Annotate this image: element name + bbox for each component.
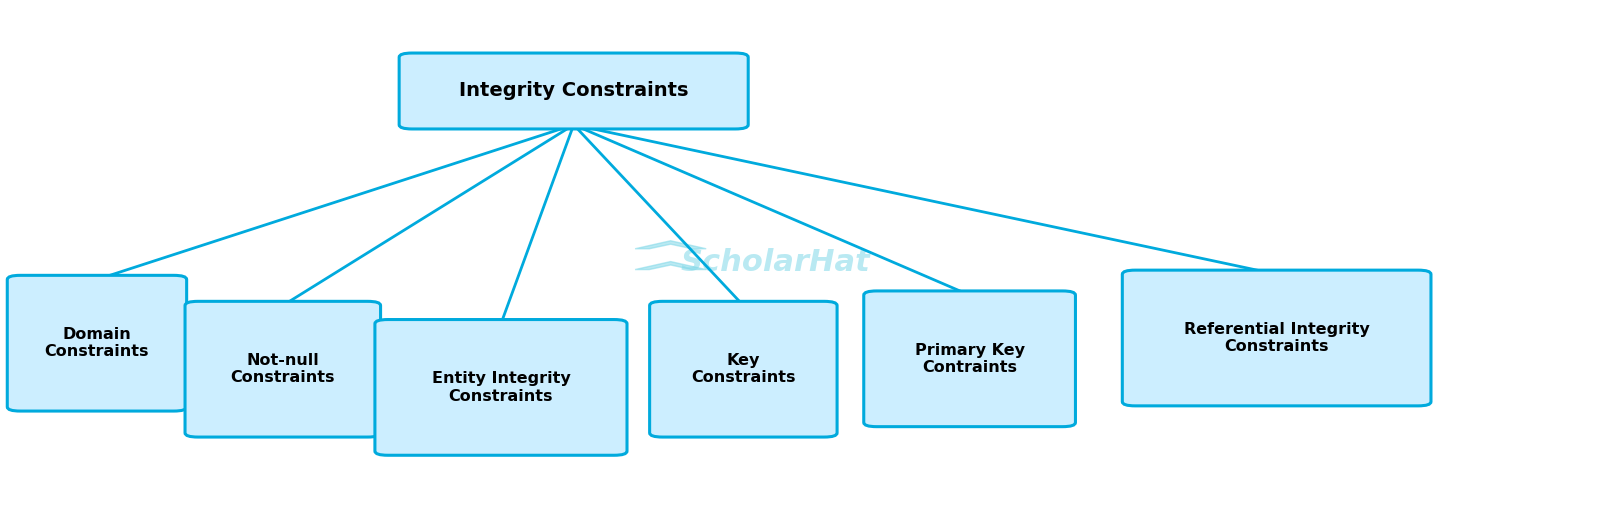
Text: Integrity Constraints: Integrity Constraints (459, 82, 688, 100)
FancyBboxPatch shape (1122, 270, 1432, 406)
Text: Primary Key
Contraints: Primary Key Contraints (915, 343, 1025, 375)
Text: Domain
Constraints: Domain Constraints (45, 327, 149, 359)
Polygon shape (635, 241, 706, 249)
FancyBboxPatch shape (863, 291, 1075, 426)
Text: Not-null
Constraints: Not-null Constraints (231, 353, 335, 385)
Polygon shape (635, 262, 706, 269)
FancyBboxPatch shape (6, 275, 187, 411)
FancyBboxPatch shape (399, 53, 748, 129)
FancyBboxPatch shape (184, 301, 381, 437)
Text: Key
Constraints: Key Constraints (692, 353, 795, 385)
Text: Entity Integrity
Constraints: Entity Integrity Constraints (431, 371, 570, 404)
Text: Referential Integrity
Constraints: Referential Integrity Constraints (1185, 322, 1369, 354)
FancyBboxPatch shape (650, 301, 837, 437)
FancyBboxPatch shape (375, 319, 627, 456)
Text: ScholarHat: ScholarHat (680, 248, 871, 277)
